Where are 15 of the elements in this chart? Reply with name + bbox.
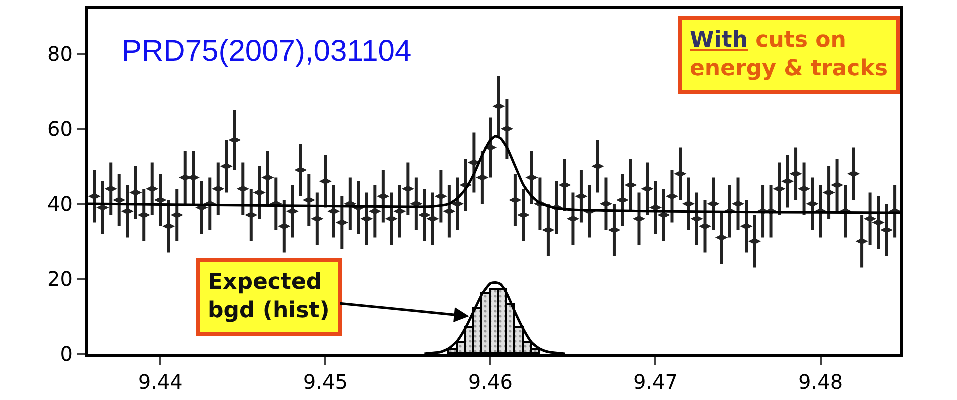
x-tick-label: 9.47	[633, 370, 678, 394]
y-tick-label: 0	[60, 342, 73, 366]
y-tick-label: 80	[48, 42, 73, 66]
x-tick-label: 9.48	[798, 370, 844, 394]
x-tick-label: 9.45	[303, 370, 348, 394]
annotation: PRD75(2007),031104	[122, 35, 412, 68]
annotation: With cuts on energy & tracks	[690, 28, 888, 82]
y-tick-label: 40	[48, 192, 73, 216]
y-tick-label: 20	[48, 267, 73, 291]
line-series	[423, 282, 566, 354]
annotation: Expected bgd (hist)	[208, 270, 330, 324]
x-tick-label: 9.46	[468, 370, 513, 394]
line-series	[88, 135, 900, 214]
x-tick-label: 9.44	[138, 370, 183, 394]
y-tick-label: 60	[48, 117, 73, 141]
